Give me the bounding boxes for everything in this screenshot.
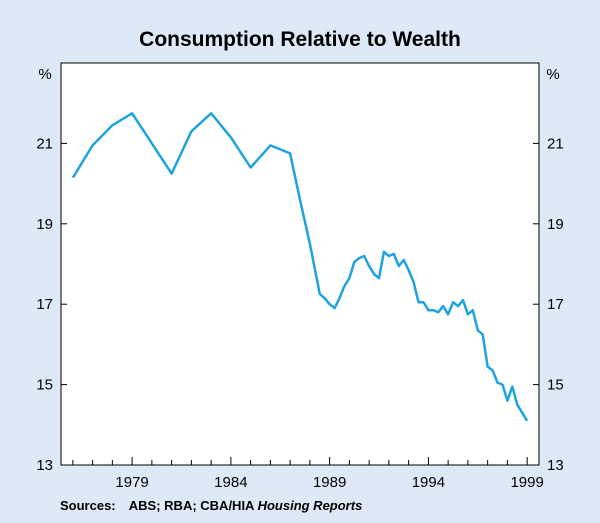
x-tick-label: 1984 bbox=[214, 474, 247, 491]
labels-layer: 13 13 15 15 17 17 19 19 21 21% % 1979 1984 1989 1994 19… bbox=[36, 66, 563, 491]
source-publication: Housing Reports bbox=[257, 498, 363, 513]
y-tick-label-left: 15 bbox=[36, 377, 53, 394]
y-tick-label-left: 21 bbox=[36, 135, 53, 152]
y-tick-label-left: 13 bbox=[36, 457, 53, 474]
x-tick-label: 1994 bbox=[412, 474, 445, 491]
y-tick-label-right: 13 bbox=[547, 457, 564, 474]
y-tick-label-left: 17 bbox=[36, 296, 53, 313]
source-label: Sources: bbox=[60, 498, 116, 513]
chart-title: Consumption Relative to Wealth bbox=[139, 28, 461, 51]
plot-area bbox=[60, 62, 540, 466]
y-unit-left: % bbox=[38, 66, 51, 83]
ticks-layer bbox=[61, 142, 539, 466]
y-tick-label-right: 15 bbox=[547, 377, 564, 394]
y-tick-label-right: 17 bbox=[547, 296, 564, 313]
y-tick-label-left: 19 bbox=[36, 216, 53, 233]
series-line-consumption bbox=[71, 112, 529, 422]
source-note: Sources: ABS; RBA; CBA/HIA Housing Repor… bbox=[60, 498, 362, 513]
x-tick-label: 1989 bbox=[313, 474, 346, 491]
x-tick-label: 1979 bbox=[115, 474, 148, 491]
x-tick-label: 1999 bbox=[510, 474, 543, 491]
y-tick-label-right: 21 bbox=[547, 135, 564, 152]
y-unit-right: % bbox=[546, 66, 559, 83]
y-tick-label-right: 19 bbox=[547, 216, 564, 233]
source-text: ABS; RBA; CBA/HIA bbox=[128, 498, 258, 513]
